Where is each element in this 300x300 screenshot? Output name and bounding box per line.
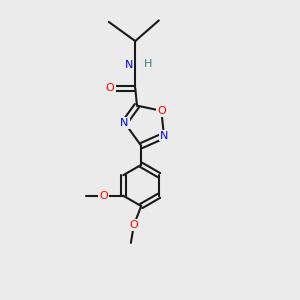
Text: O: O: [157, 106, 166, 116]
Text: O: O: [129, 220, 138, 230]
Text: O: O: [106, 83, 115, 93]
Text: H: H: [143, 59, 152, 69]
Text: N: N: [120, 118, 129, 128]
Text: N: N: [160, 130, 168, 141]
Text: N: N: [124, 60, 133, 70]
Text: O: O: [99, 191, 108, 201]
